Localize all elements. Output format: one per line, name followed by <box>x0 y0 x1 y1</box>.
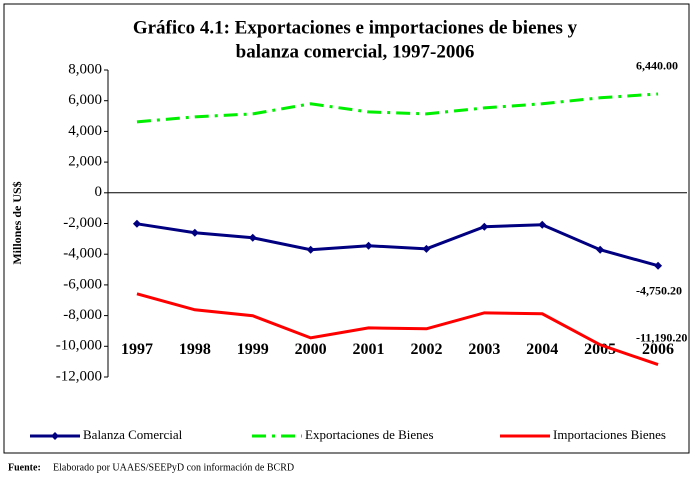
x-tick-label: 1997 <box>121 341 153 358</box>
x-tick-label: 2000 <box>295 341 327 358</box>
y-tick-label: -2,000 <box>63 215 102 231</box>
y-tick-label: -4,000 <box>63 246 102 262</box>
data-label: -11,190.20 <box>636 330 687 344</box>
chart-title: Gráfico 4.1: Exportaciones e importacion… <box>133 17 578 38</box>
legend-label: Exportaciones de Bienes <box>305 427 434 442</box>
y-tick-label: -10,000 <box>56 338 102 354</box>
y-tick-label: -8,000 <box>63 307 102 323</box>
point-marker <box>364 241 373 250</box>
data-label: 6,440.00 <box>636 59 678 73</box>
y-tick-label: -6,000 <box>63 276 102 292</box>
point-marker <box>306 245 315 254</box>
point-marker <box>538 220 547 229</box>
x-tick-label: 1999 <box>237 341 269 358</box>
source: Elaborado por UAAES/SEEPyD con informaci… <box>53 462 294 473</box>
x-tick-label: 2002 <box>410 341 442 358</box>
legend-marker <box>51 432 59 440</box>
y-axis-label: Millones de US$ <box>10 181 24 264</box>
point-marker <box>422 244 431 253</box>
x-tick-label: 2006 <box>642 341 674 358</box>
x-tick-label: 1998 <box>179 341 211 358</box>
point-marker <box>596 245 605 254</box>
point-marker <box>654 261 663 270</box>
point-marker <box>480 222 489 231</box>
source-label: Fuente: <box>8 462 41 473</box>
point-marker <box>132 219 141 228</box>
series-line <box>136 92 659 124</box>
y-tick-label: 4,000 <box>68 123 102 139</box>
legend-label: Importaciones Bienes <box>553 427 666 442</box>
chart-title: balanza comercial, 1997-2006 <box>236 41 475 62</box>
y-tick-label: 6,000 <box>68 92 102 108</box>
y-tick-label: 0 <box>95 184 103 200</box>
chart-border <box>3 3 690 454</box>
series-line <box>136 222 659 268</box>
y-tick-label: 8,000 <box>68 61 102 77</box>
y-tick-label: 2,000 <box>68 154 102 170</box>
x-tick-label: 2005 <box>584 341 616 358</box>
x-tick-label: 2003 <box>468 341 500 358</box>
y-tick-label: -12,000 <box>56 368 102 384</box>
point-marker <box>190 228 199 237</box>
point-marker <box>248 233 257 242</box>
x-tick-label: 2004 <box>526 341 558 358</box>
series-line <box>136 292 659 366</box>
legend-label: Balanza Comercial <box>83 427 183 442</box>
data-label: -4,750.20 <box>636 283 682 297</box>
x-tick-label: 2001 <box>353 341 385 358</box>
